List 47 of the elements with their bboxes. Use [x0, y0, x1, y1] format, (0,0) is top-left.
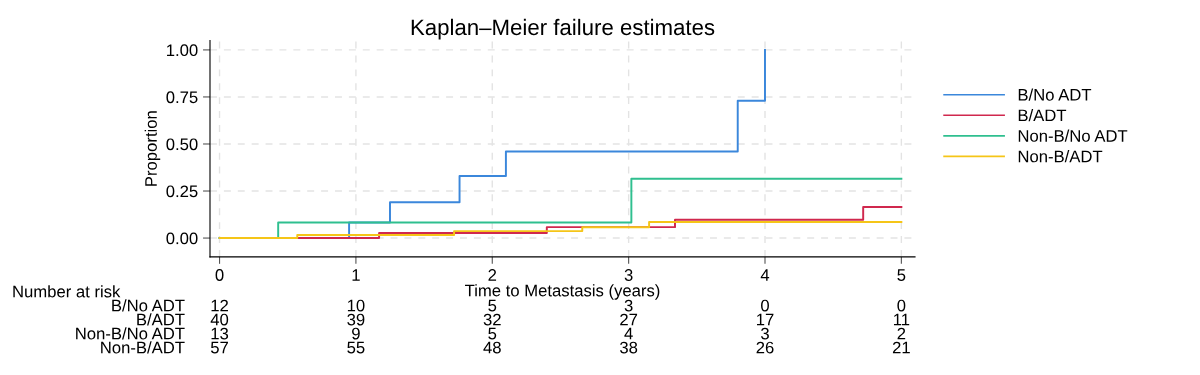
legend-label: Non-B/No ADT — [1018, 129, 1128, 142]
text: 5 — [488, 327, 497, 340]
text: 48 — [483, 341, 501, 354]
x-tick-label: 0 — [215, 269, 224, 281]
legend-label: Non-B/ADT — [1018, 150, 1103, 163]
text: 17 — [757, 313, 774, 326]
text: 39 — [347, 313, 365, 326]
text: 38 — [620, 341, 638, 354]
text: 12 — [211, 299, 228, 312]
text: 0 — [761, 299, 769, 312]
chart-title: Kaplan–Meier failure estimates — [411, 18, 715, 40]
x-tick-label: 2 — [488, 269, 497, 281]
x-tick-label: 3 — [624, 269, 633, 281]
text: 11 — [893, 313, 910, 326]
y-tick-label: 0.50 — [166, 138, 198, 151]
y-axis-title: Proportion — [144, 111, 161, 186]
text: 0 — [897, 299, 906, 312]
text: 5 — [488, 299, 497, 312]
text: 32 — [483, 313, 501, 326]
text: 3 — [761, 327, 769, 340]
text: 3 — [624, 299, 633, 312]
x-axis-title: Time to Metastasis (years) — [465, 284, 660, 300]
legend-label: B/No ADT — [1018, 88, 1092, 101]
text: 26 — [756, 341, 774, 354]
text: 40 — [210, 313, 229, 326]
text: 13 — [211, 327, 229, 340]
y-tick-label: 0.00 — [166, 232, 198, 245]
x-tick-label: 5 — [897, 269, 906, 281]
x-tick-label: 4 — [760, 269, 770, 281]
y-tick-label: 0.75 — [166, 91, 198, 104]
text: 2 — [897, 327, 906, 340]
text: 27 — [620, 313, 638, 326]
x-tick-label: 1 — [352, 269, 360, 281]
y-tick-label: 1.00 — [167, 44, 198, 57]
text: B/No ADT — [112, 299, 185, 312]
text: Number at risk — [13, 285, 121, 298]
text: Non-B/ADT — [101, 341, 185, 354]
text: 55 — [347, 341, 365, 354]
text: 4 — [624, 327, 633, 340]
text: 9 — [352, 327, 360, 340]
text: Non-B/No ADT — [76, 327, 185, 340]
y-tick-label: 0.25 — [166, 185, 198, 198]
text: 57 — [210, 341, 228, 354]
text: 10 — [347, 299, 365, 312]
legend-label: B/ADT — [1018, 109, 1067, 122]
text: 21 — [892, 341, 910, 354]
text: B/ADT — [137, 313, 185, 326]
